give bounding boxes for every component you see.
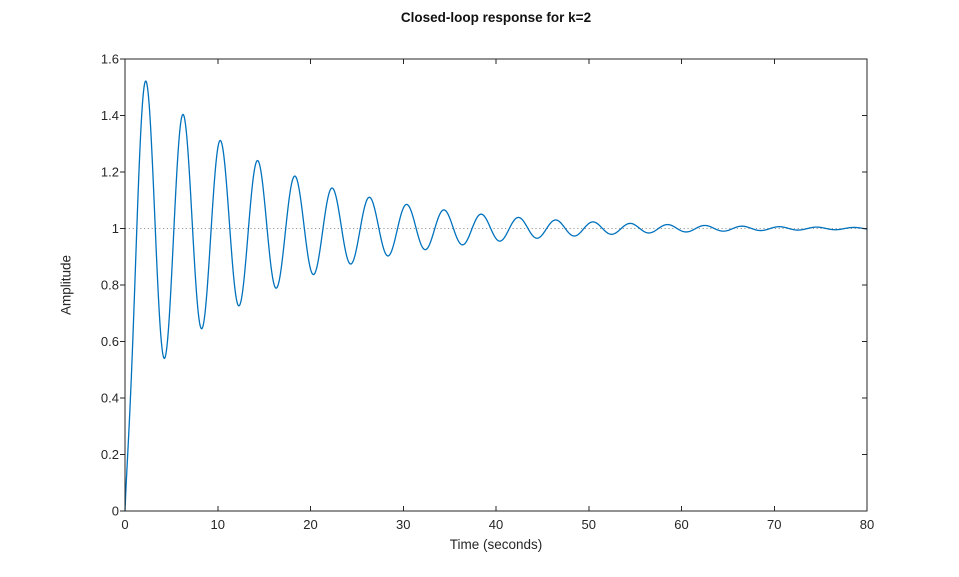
- x-tick-label: 20: [303, 517, 317, 532]
- x-tick-label: 10: [211, 517, 225, 532]
- x-tick-label: 50: [582, 517, 596, 532]
- x-tick-label: 30: [396, 517, 410, 532]
- y-tick-label: 1: [112, 221, 119, 236]
- x-tick-label: 0: [121, 517, 128, 532]
- y-tick-label: 1.6: [101, 52, 119, 67]
- axes-box: [124, 58, 868, 512]
- x-tick-label: 80: [860, 517, 874, 532]
- response-curve: [124, 80, 868, 512]
- y-axis-label: Amplitude: [58, 254, 74, 316]
- y-tick-label: 0.4: [101, 391, 119, 406]
- x-tick-label: 40: [489, 517, 503, 532]
- x-tick-label: 60: [674, 517, 688, 532]
- y-tick-label: 1.2: [101, 165, 119, 180]
- y-tick-label: 0.8: [101, 278, 119, 293]
- y-tick-label: 0.2: [101, 447, 119, 462]
- x-tick-label: 70: [767, 517, 781, 532]
- y-tick-label: 0: [112, 504, 119, 519]
- y-tick-label: 0.6: [101, 334, 119, 349]
- chart-title: Closed-loop response for k=2: [400, 10, 592, 25]
- y-tick-label: 1.4: [101, 108, 119, 123]
- x-axis-label: Time (seconds): [449, 537, 543, 552]
